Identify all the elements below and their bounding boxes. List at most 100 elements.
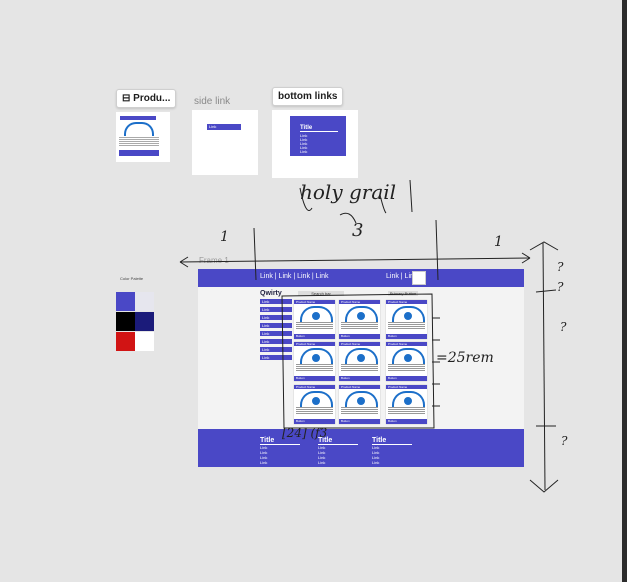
product-description — [388, 322, 425, 330]
camera-icon — [300, 391, 333, 407]
annotation-one-left: 1 — [220, 229, 229, 245]
swatch-red[interactable] — [116, 332, 135, 351]
camera-lens-icon — [403, 396, 413, 406]
header-links[interactable]: Link | Link | Link | Link — [260, 273, 329, 280]
camera-icon — [392, 391, 425, 407]
product-component-card[interactable] — [116, 112, 170, 162]
product-card-header: Product Name — [294, 300, 335, 304]
annotation-q4: ? — [561, 434, 568, 448]
logo-icon — [412, 271, 426, 285]
camera-icon — [392, 348, 425, 364]
product-card-button[interactable]: Button — [294, 334, 335, 339]
product-component-tag[interactable]: ⊟ Produ... — [116, 89, 177, 108]
camera-lens-icon — [356, 353, 366, 363]
product-description — [119, 137, 159, 147]
swatch-black[interactable] — [116, 312, 135, 331]
camera-icon — [300, 348, 333, 364]
side-link-component-card[interactable]: Link — [192, 110, 258, 175]
primary-button[interactable]: Primary Button — [388, 291, 418, 296]
side-link[interactable]: Link — [260, 315, 292, 320]
side-link[interactable]: Link — [260, 307, 292, 312]
side-link[interactable]: Link — [260, 339, 292, 344]
search-input[interactable]: Search bar — [298, 291, 344, 296]
product-card-header: Product Name — [294, 385, 335, 389]
product-card-header: Product Name — [339, 385, 380, 389]
footer-column: Title Link Link Link Link — [372, 437, 412, 465]
annotation-grid: [24] (f3 — [282, 426, 328, 440]
product-card[interactable]: Product Name Button — [386, 300, 427, 339]
frame-label[interactable]: Frame 1 — [199, 256, 229, 265]
camera-icon — [345, 348, 378, 364]
product-card-header: Product Name — [339, 300, 380, 304]
product-card-button[interactable]: Button — [294, 376, 335, 381]
product-header-bar — [120, 116, 156, 120]
product-description — [341, 322, 378, 330]
footer-column: Title Link Link Link Link — [260, 437, 300, 465]
camera-icon — [300, 306, 333, 322]
camera-icon — [392, 306, 425, 322]
product-description — [296, 322, 333, 330]
product-card-button[interactable]: Button — [339, 334, 380, 339]
bottom-links-list: Link Link Link Link Link — [300, 133, 308, 154]
side-link[interactable]: Link — [260, 347, 292, 352]
product-card-button[interactable]: Button — [294, 419, 335, 424]
camera-lens-icon — [311, 396, 321, 406]
product-card-header: Product Name — [386, 385, 427, 389]
side-link[interactable]: Link — [260, 355, 292, 360]
annotation-rem: =25rem — [436, 350, 494, 366]
product-card-button[interactable]: Button — [339, 419, 380, 424]
product-description — [341, 364, 378, 372]
annotation-holy-grail: holy grail — [300, 180, 397, 204]
side-link[interactable]: Link — [260, 299, 292, 304]
brand-name: Qwirty — [260, 290, 282, 297]
swatch-primary[interactable] — [116, 292, 135, 311]
product-description — [341, 407, 378, 415]
side-link[interactable]: Link — [260, 323, 292, 328]
swatch-light[interactable] — [135, 292, 154, 311]
product-card[interactable]: Product Name Button — [339, 342, 380, 381]
product-card[interactable]: Product Name Button — [294, 300, 335, 339]
bottom-links-component-tag[interactable]: bottom links — [272, 87, 344, 106]
side-link-item: Link — [207, 124, 241, 130]
bottom-links-component-card[interactable]: Title Link Link Link Link Link — [272, 110, 358, 178]
annotation-one-right: 1 — [494, 234, 503, 250]
product-footer-bar — [119, 150, 159, 156]
camera-lens-icon — [311, 311, 321, 321]
side-link[interactable]: Link — [260, 331, 292, 336]
camera-lens-icon — [311, 353, 321, 363]
side-link-component-tag[interactable]: side link — [194, 96, 231, 107]
header-links-right[interactable]: Link | Link — [386, 273, 418, 280]
product-card[interactable]: Product Name Button — [339, 300, 380, 339]
product-card[interactable]: Product Name Button — [294, 385, 335, 424]
product-card-button[interactable]: Button — [339, 376, 380, 381]
annotation-q2: ? — [557, 280, 564, 294]
camera-lens-icon — [403, 311, 413, 321]
product-card[interactable]: Product Name Button — [294, 342, 335, 381]
annotation-three: 3 — [352, 220, 364, 241]
camera-icon — [345, 306, 378, 322]
swatch-dark-blue[interactable] — [135, 312, 154, 331]
product-card[interactable]: Product Name Button — [339, 385, 380, 424]
product-card-header: Product Name — [386, 300, 427, 304]
camera-icon — [345, 391, 378, 407]
palette-label: Color Palette — [120, 276, 144, 281]
swatch-white[interactable] — [135, 332, 154, 351]
product-card-header: Product Name — [386, 342, 427, 346]
bottom-links-block: Title Link Link Link Link Link — [290, 116, 346, 156]
product-description — [296, 364, 333, 372]
camera-icon — [124, 122, 154, 136]
product-card-button[interactable]: Button — [386, 419, 427, 424]
frame-1[interactable]: Link | Link | Link | Link Link | Link Qw… — [198, 269, 524, 467]
window-edge — [622, 0, 627, 582]
product-card[interactable]: Product Name Button — [386, 385, 427, 424]
product-card-button[interactable]: Button — [386, 376, 427, 381]
frame-header: Link | Link | Link | Link Link | Link — [198, 269, 524, 287]
product-card-button[interactable]: Button — [386, 334, 427, 339]
bottom-links-title: Title — [300, 125, 338, 132]
camera-lens-icon — [356, 311, 366, 321]
product-card[interactable]: Product Name Button — [386, 342, 427, 381]
annotation-q1: ? — [557, 260, 564, 274]
camera-lens-icon — [356, 396, 366, 406]
product-card-header: Product Name — [294, 342, 335, 346]
